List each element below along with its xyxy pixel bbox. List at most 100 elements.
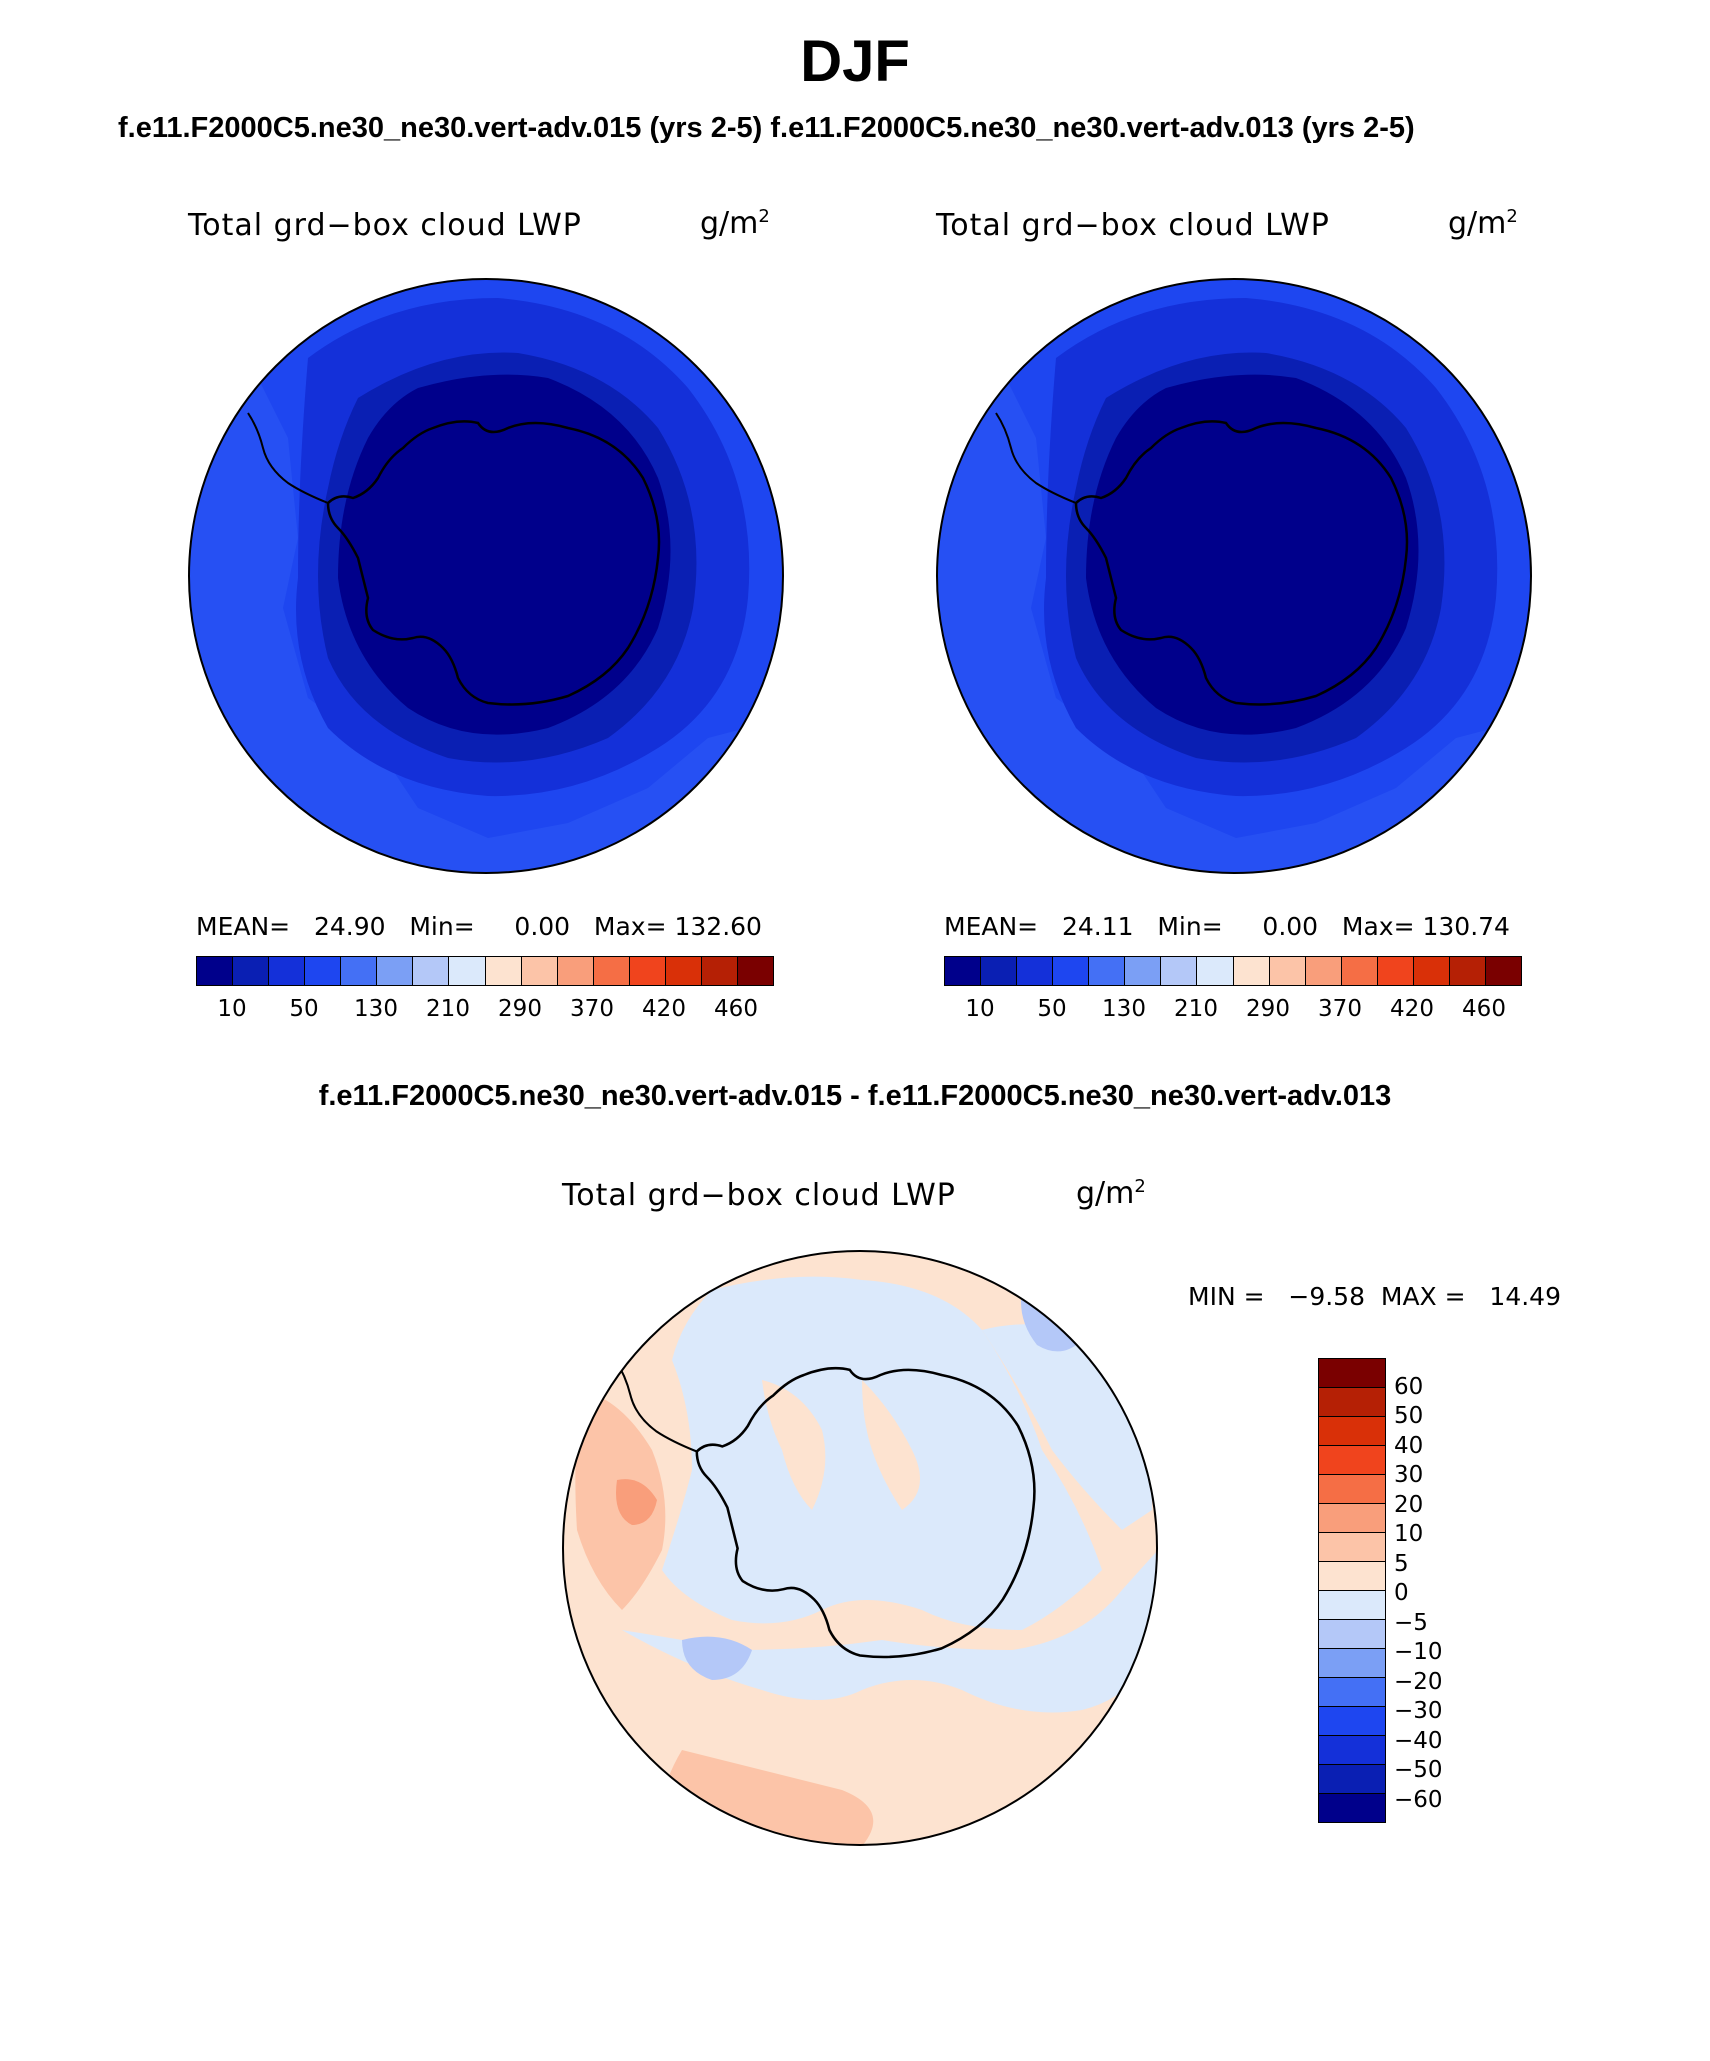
colorbar-tick-label: 5 xyxy=(1394,1550,1409,1577)
colorbar-tick-label: −10 xyxy=(1394,1639,1443,1665)
colorbar-swatch xyxy=(341,957,378,985)
colorbar-tick-label: 0 xyxy=(1394,1580,1409,1606)
colorbar-swatch xyxy=(377,957,414,985)
colorbar-swatch xyxy=(1319,1736,1385,1765)
colorbar-tick-label: 290 xyxy=(1246,996,1290,1022)
colorbar-tick-label: 50 xyxy=(1394,1403,1424,1429)
colorbar-tick-label: −60 xyxy=(1394,1786,1443,1813)
diff-units: g/m2 xyxy=(1076,1176,1146,1211)
colorbar-swatch xyxy=(593,957,630,985)
panel-2-colorbar-labels: 10 50 130 210 290 370 420 460 xyxy=(944,996,1520,1026)
colorbar-swatch xyxy=(1319,1504,1385,1533)
colorbar-swatch xyxy=(269,957,306,985)
colorbar-swatch xyxy=(701,957,738,985)
panel-2-peninsula-outline xyxy=(995,412,1077,504)
colorbar-swatch xyxy=(1053,957,1090,985)
colorbar-swatch xyxy=(1319,1649,1385,1678)
colorbar-tick-label: 210 xyxy=(426,996,470,1022)
panel-2-band-core xyxy=(1086,374,1419,735)
colorbar-swatch xyxy=(1319,1388,1385,1417)
colorbar-tick-label: 460 xyxy=(714,996,758,1022)
colorbar-swatch xyxy=(1485,957,1521,985)
diff-negative-patch-1 xyxy=(682,1636,752,1680)
colorbar-swatch xyxy=(557,957,594,985)
colorbar-tick-label: 130 xyxy=(354,996,398,1022)
panel-1-colorbar xyxy=(196,956,774,986)
diff-minmax: MIN = −9.58 MAX = 14.49 xyxy=(1188,1282,1561,1311)
panel-2-antarctica-outline xyxy=(1074,420,1409,706)
diff-positive-region-2 xyxy=(616,1479,657,1525)
colorbar-tick-label: 30 xyxy=(1394,1462,1424,1488)
panel-1-stats: MEAN= 24.90 Min= 0.00 Max= 132.60 xyxy=(196,912,762,941)
colorbar-swatch xyxy=(1319,1794,1385,1822)
colorbar-swatch xyxy=(485,957,522,985)
panel-1-colorbar-labels: 10 50 130 210 290 370 420 460 xyxy=(196,996,772,1026)
colorbar-tick-label: 10 xyxy=(1394,1521,1424,1547)
panel-2-band-west xyxy=(937,378,1531,873)
main-title: DJF xyxy=(800,29,910,94)
diff-colorbar-labels: 60 50 40 30 20 10 5 0 −5 −10 −20 −30 −40 −50 −60 xyxy=(1394,1358,1514,1838)
panel-2-stats: MEAN= 24.11 Min= 0.00 Max= 130.74 xyxy=(944,912,1510,941)
colorbar-tick-label: 40 xyxy=(1394,1432,1424,1459)
colorbar-swatch xyxy=(1197,957,1234,985)
colorbar-swatch xyxy=(1319,1707,1385,1736)
colorbar-tick-label: 420 xyxy=(642,996,686,1022)
colorbar-swatch xyxy=(1319,1417,1385,1446)
colorbar-swatch xyxy=(1125,957,1162,985)
colorbar-swatch xyxy=(945,957,982,985)
colorbar-tick-label: 370 xyxy=(570,996,614,1022)
colorbar-swatch xyxy=(1319,1475,1385,1504)
colorbar-swatch xyxy=(1089,957,1126,985)
colorbar-tick-label: 50 xyxy=(1037,996,1067,1022)
colorbar-swatch xyxy=(1319,1620,1385,1649)
colorbar-swatch xyxy=(1161,957,1198,985)
colorbar-swatch xyxy=(1319,1678,1385,1707)
colorbar-swatch xyxy=(521,957,558,985)
colorbar-swatch xyxy=(1233,957,1270,985)
colorbar-swatch xyxy=(1269,957,1306,985)
colorbar-swatch xyxy=(305,957,342,985)
colorbar-swatch xyxy=(1319,1533,1385,1562)
colorbar-swatch xyxy=(629,957,666,985)
colorbar-tick-label: 10 xyxy=(217,996,247,1022)
colorbar-swatch xyxy=(1449,957,1486,985)
colorbar-tick-label: 210 xyxy=(1174,996,1218,1022)
colorbar-swatch xyxy=(413,957,450,985)
colorbar-tick-label: 50 xyxy=(289,996,319,1022)
colorbar-swatch xyxy=(981,957,1018,985)
colorbar-swatch xyxy=(1305,957,1342,985)
colorbar-swatch xyxy=(1319,1591,1385,1620)
colorbar-swatch xyxy=(1017,957,1054,985)
diff-negative-region-2 xyxy=(622,1550,1157,1713)
colorbar-tick-label: 460 xyxy=(1462,996,1506,1022)
colorbar-swatch xyxy=(737,957,773,985)
diff-title: Total grd−box cloud LWP xyxy=(562,1178,956,1213)
diff-antarctica-outline xyxy=(695,1366,1036,1659)
diff-positive-region-5 xyxy=(862,1380,920,1510)
colorbar-swatch xyxy=(1319,1359,1385,1388)
colorbar-tick-label: −30 xyxy=(1394,1698,1443,1724)
panel-2-title: Total grd−box cloud LWP xyxy=(936,208,1330,243)
colorbar-swatch xyxy=(665,957,702,985)
colorbar-swatch xyxy=(1377,957,1414,985)
colorbar-swatch xyxy=(197,957,234,985)
colorbar-tick-label: 370 xyxy=(1318,996,1362,1022)
diff-subtitle: f.e11.F2000C5.ne30_ne30.vert-adv.015 - f… xyxy=(318,1080,1392,1112)
colorbar-swatch xyxy=(233,957,270,985)
colorbar-swatch xyxy=(1319,1562,1385,1591)
colorbar-tick-label: −5 xyxy=(1394,1609,1428,1636)
diff-map xyxy=(562,1250,1158,1846)
panel-2-colorbar xyxy=(944,956,1522,986)
colorbar-tick-label: 10 xyxy=(965,996,995,1022)
colorbar-tick-label: 130 xyxy=(1102,996,1146,1022)
panel-2-units: g/m2 xyxy=(1448,206,1518,241)
panel-1-map xyxy=(188,278,784,874)
colorbar-swatch xyxy=(1319,1765,1385,1794)
colorbar-tick-label: −50 xyxy=(1394,1757,1443,1783)
colorbar-tick-label: −40 xyxy=(1394,1727,1443,1754)
panel-1-band-west xyxy=(189,378,783,873)
panel-1-antarctica-outline xyxy=(326,420,661,706)
diff-peninsula-outline xyxy=(614,1359,698,1453)
colorbar-tick-label: 420 xyxy=(1390,996,1434,1022)
panel-1-peninsula-outline xyxy=(247,412,329,504)
